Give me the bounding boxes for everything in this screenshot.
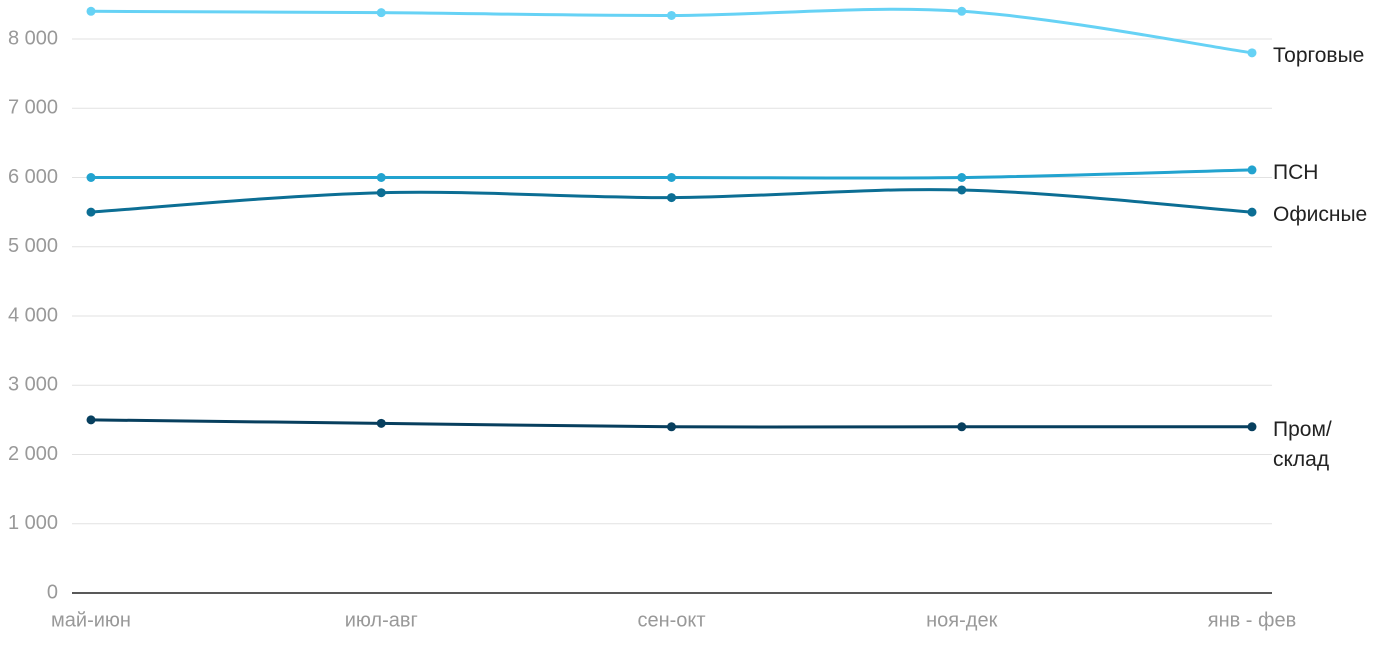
y-tick-label: 0 bbox=[47, 581, 58, 603]
x-tick-label: июл-авг bbox=[345, 609, 418, 631]
data-point bbox=[957, 185, 967, 195]
data-point bbox=[86, 6, 96, 16]
data-point bbox=[667, 10, 676, 20]
data-point bbox=[1247, 207, 1257, 217]
data-point bbox=[957, 173, 967, 182]
data-point bbox=[376, 8, 386, 18]
data-point bbox=[376, 418, 386, 428]
data-point bbox=[1247, 48, 1257, 58]
data-point bbox=[86, 415, 96, 425]
y-tick-label: 5 000 bbox=[8, 235, 58, 257]
data-point bbox=[1247, 422, 1257, 432]
y-tick-label: 8 000 bbox=[8, 27, 58, 49]
legend-label: Офисные bbox=[1273, 203, 1368, 227]
x-tick-label: май-июн bbox=[51, 609, 131, 631]
data-point bbox=[667, 422, 676, 432]
data-point bbox=[667, 173, 676, 182]
data-point bbox=[376, 188, 386, 198]
y-tick-label: 6 000 bbox=[8, 166, 58, 188]
y-tick-label: 7 000 bbox=[8, 97, 58, 119]
data-point bbox=[86, 207, 96, 217]
data-point bbox=[86, 173, 96, 182]
y-tick-label: 2 000 bbox=[8, 443, 58, 465]
x-tick-label: ноя-дек bbox=[926, 609, 997, 631]
x-tick-label: сен-окт bbox=[637, 609, 705, 631]
y-tick-label: 1 000 bbox=[8, 512, 58, 534]
data-point bbox=[376, 173, 386, 182]
data-point bbox=[667, 193, 676, 203]
legend-label: Торговые bbox=[1273, 43, 1365, 67]
data-point bbox=[957, 6, 967, 16]
x-tick-label: янв - фев bbox=[1208, 609, 1296, 631]
y-tick-label: 4 000 bbox=[8, 304, 58, 326]
data-point bbox=[957, 422, 967, 432]
y-tick-label: 3 000 bbox=[8, 374, 58, 396]
data-point bbox=[1247, 165, 1257, 175]
legend-label: ПСН bbox=[1273, 160, 1319, 184]
legend-label: Пром/ склад bbox=[1273, 417, 1332, 471]
